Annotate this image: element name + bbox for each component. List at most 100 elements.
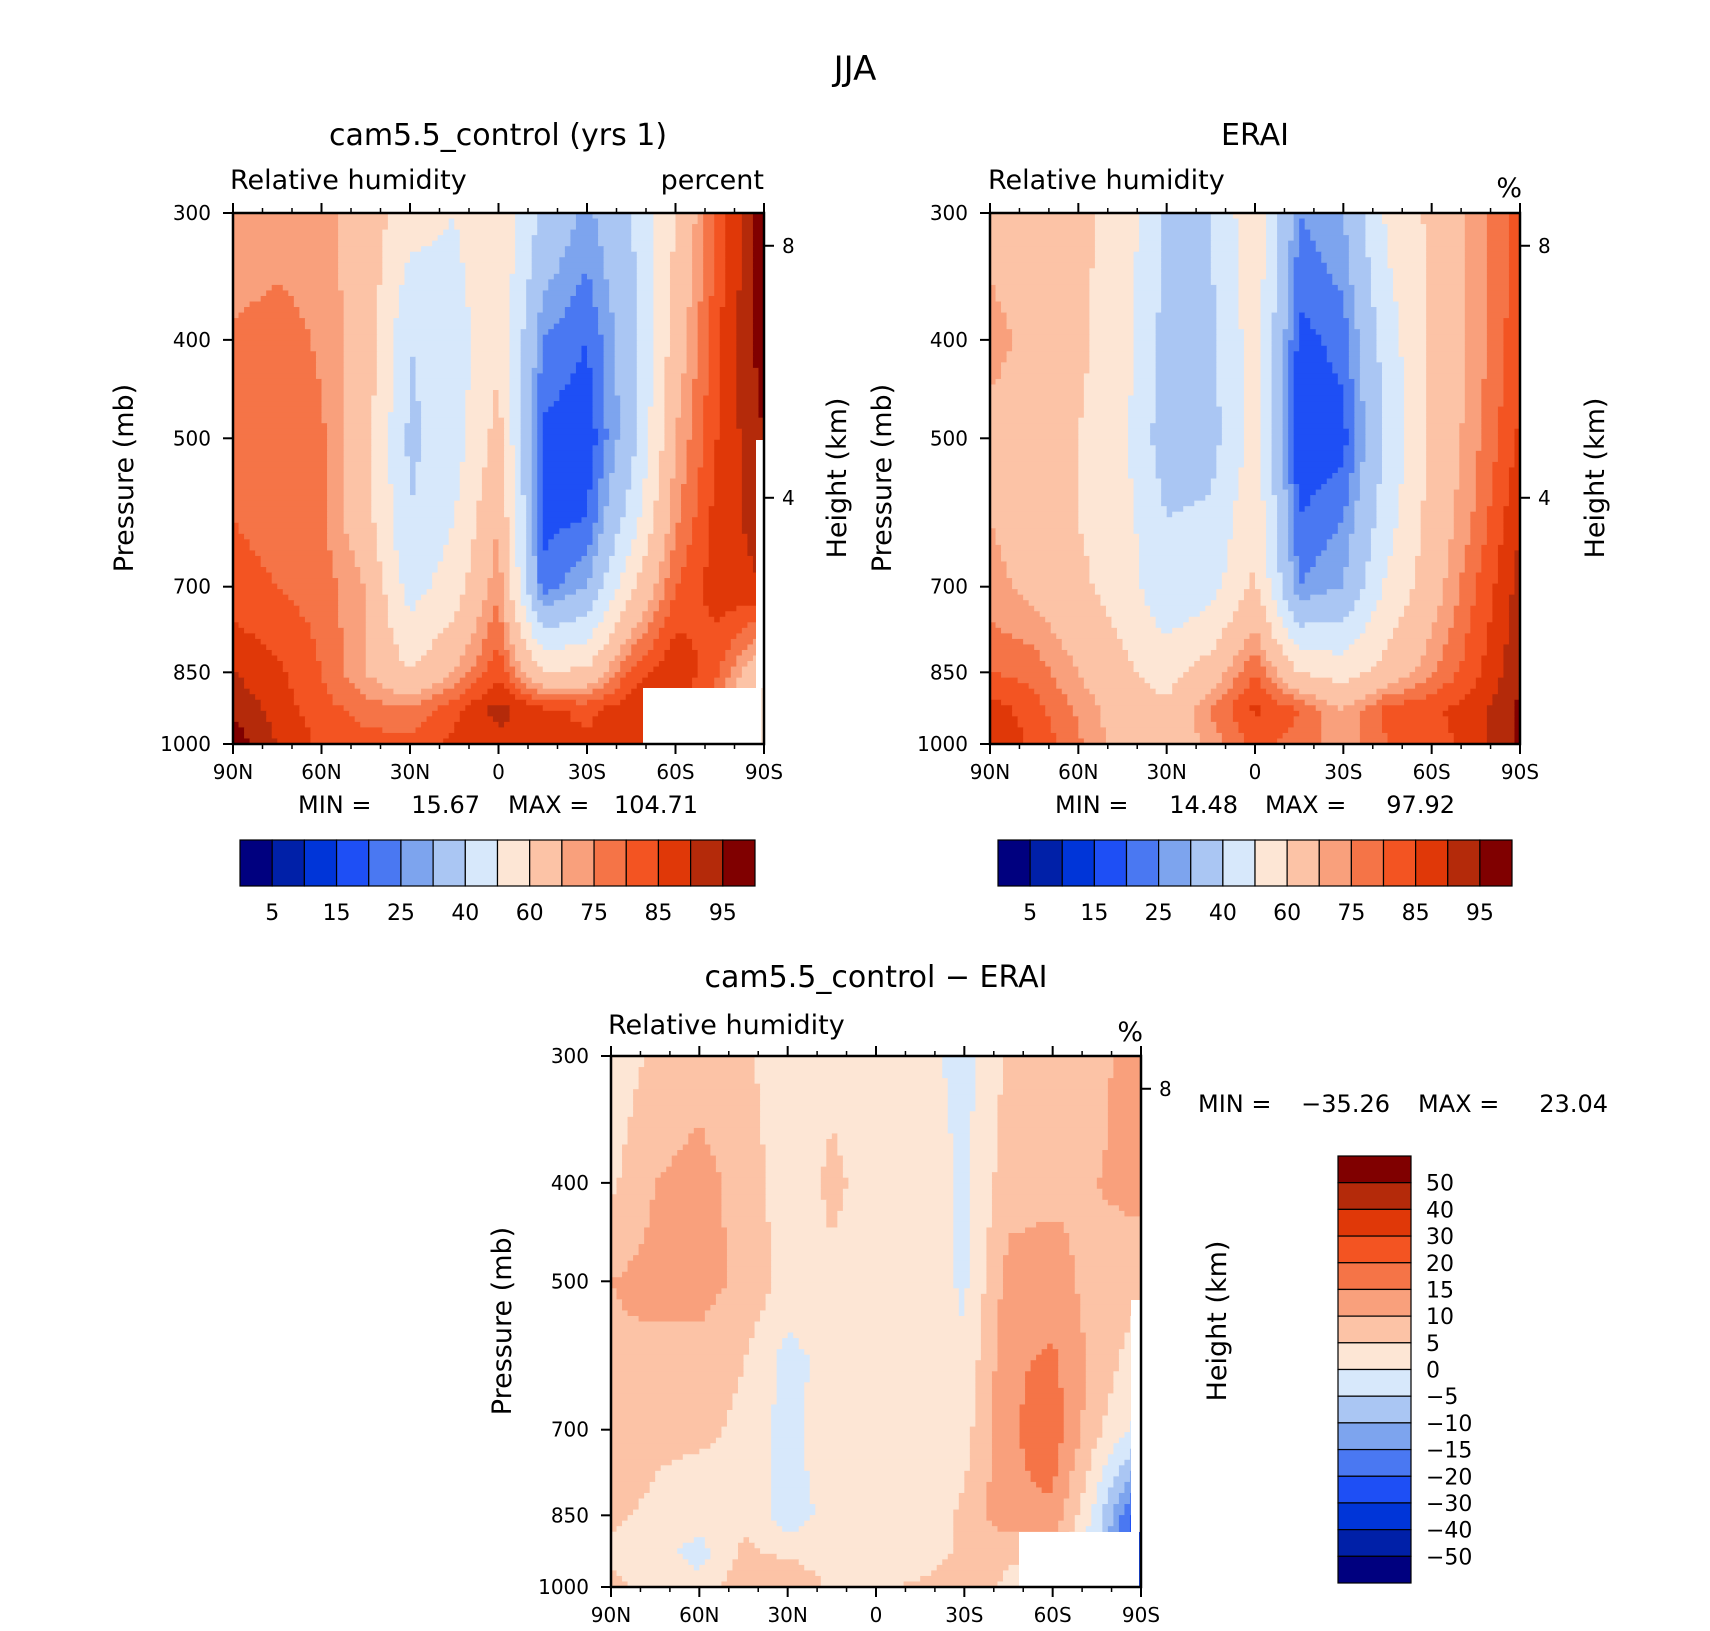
contour-cell	[1293, 428, 1350, 435]
contour-cell	[725, 273, 743, 280]
contour-cell	[1133, 373, 1157, 380]
contour-cell	[1293, 495, 1300, 502]
contour-cell	[338, 246, 383, 253]
contour-cell	[991, 1404, 1021, 1411]
contour-cell	[1448, 567, 1466, 574]
contour-cell	[1376, 688, 1405, 695]
contour-cell	[1293, 611, 1350, 618]
contour-cell	[990, 345, 1013, 352]
contour-cell	[991, 1199, 1109, 1206]
contour-cell	[1486, 340, 1505, 347]
contour-cell	[564, 246, 605, 253]
contour-cell	[315, 644, 345, 651]
contour-cell	[1293, 334, 1300, 341]
contour-cell	[1238, 224, 1267, 231]
contour-cell	[664, 428, 677, 435]
contour-cell	[990, 611, 1041, 618]
contour-cell	[969, 1111, 999, 1118]
contour-cell	[1085, 1376, 1114, 1383]
contour-cell	[990, 401, 1085, 408]
contour-cell	[1514, 561, 1520, 568]
contour-cell	[1161, 246, 1212, 253]
contour-cell	[964, 1299, 982, 1306]
contour-cell	[233, 378, 323, 386]
contour-cell	[1036, 1481, 1054, 1489]
contour-cell	[1426, 257, 1466, 264]
contour-cell	[476, 506, 505, 513]
contour-cell	[537, 428, 544, 435]
contour-cell	[1288, 318, 1295, 325]
contour-cell	[1420, 213, 1466, 220]
contour-cell	[1133, 262, 1162, 269]
contour-cell	[1293, 456, 1344, 463]
contour-cell	[526, 307, 544, 314]
contour-cell	[1078, 495, 1135, 502]
contour-cell	[1393, 268, 1427, 275]
contour-cell	[837, 1150, 954, 1157]
contour-cell	[1113, 1504, 1126, 1511]
contour-cell	[421, 439, 466, 446]
contour-cell	[233, 561, 262, 568]
contour-cell	[1249, 572, 1256, 579]
contour-cell	[1113, 1443, 1137, 1450]
contour-cell	[537, 688, 594, 695]
contour-cell	[382, 246, 422, 253]
contour-cell	[1221, 423, 1245, 430]
contour-cell	[1271, 423, 1284, 430]
contour-cell	[969, 1199, 993, 1206]
contour-cell	[470, 378, 511, 386]
contour-cell	[531, 262, 560, 269]
contour-cell	[465, 279, 511, 286]
contour-cell	[426, 649, 466, 657]
contour-cell	[382, 273, 406, 280]
contour-cell	[1354, 638, 1389, 646]
contour-cell	[1277, 495, 1289, 502]
contour-cell	[1288, 600, 1355, 607]
contour-cell	[826, 1199, 844, 1206]
contour-cell	[465, 705, 489, 712]
contour-cell	[1161, 257, 1212, 264]
contour-cell	[537, 555, 583, 563]
contour-cell	[492, 716, 511, 723]
contour-cell	[520, 478, 533, 485]
contour-cell	[459, 461, 489, 469]
contour-cell	[1133, 390, 1157, 397]
contour-cell	[1365, 412, 1383, 419]
contour-cell	[1288, 605, 1355, 612]
contour-cell	[743, 1365, 778, 1372]
contour-cell	[620, 434, 638, 441]
contour-cell	[492, 649, 500, 657]
contour-cell	[653, 213, 677, 220]
contour-cell	[1085, 1487, 1098, 1494]
contour-cell	[708, 605, 737, 612]
contour-cell	[658, 484, 671, 491]
contour-cell	[443, 555, 472, 563]
contour-cell	[564, 307, 599, 314]
contour-cell	[609, 666, 621, 673]
contour-cell	[614, 688, 632, 695]
contour-cell	[1348, 279, 1372, 286]
contour-cell	[343, 644, 367, 651]
contour-cell	[653, 666, 699, 673]
contour-cell	[614, 384, 638, 391]
contour-cell	[1315, 246, 1350, 253]
contour-cell	[570, 240, 599, 247]
contour-cell	[614, 362, 638, 369]
contour-cell	[327, 544, 350, 552]
contour-cell	[376, 390, 394, 397]
contour-cell	[1155, 616, 1190, 623]
contour-cell	[752, 329, 764, 336]
contour-cell	[338, 616, 367, 623]
contour-cell	[1398, 500, 1422, 507]
contour-cell	[636, 661, 660, 668]
contour-cell	[752, 257, 764, 264]
contour-cell	[1238, 312, 1262, 319]
contour-cell	[1271, 583, 1284, 590]
contour-cell	[1078, 489, 1135, 496]
contour-cell	[714, 240, 726, 247]
contour-cell	[1243, 390, 1262, 397]
contour-cell	[636, 450, 649, 457]
contour-cell	[603, 268, 638, 275]
contour-cell	[703, 589, 764, 596]
contour-cell	[669, 312, 688, 319]
